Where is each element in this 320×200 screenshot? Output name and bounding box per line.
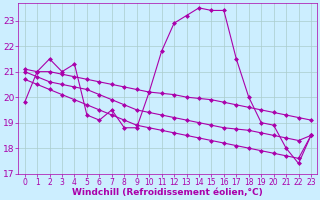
X-axis label: Windchill (Refroidissement éolien,°C): Windchill (Refroidissement éolien,°C): [72, 188, 263, 197]
